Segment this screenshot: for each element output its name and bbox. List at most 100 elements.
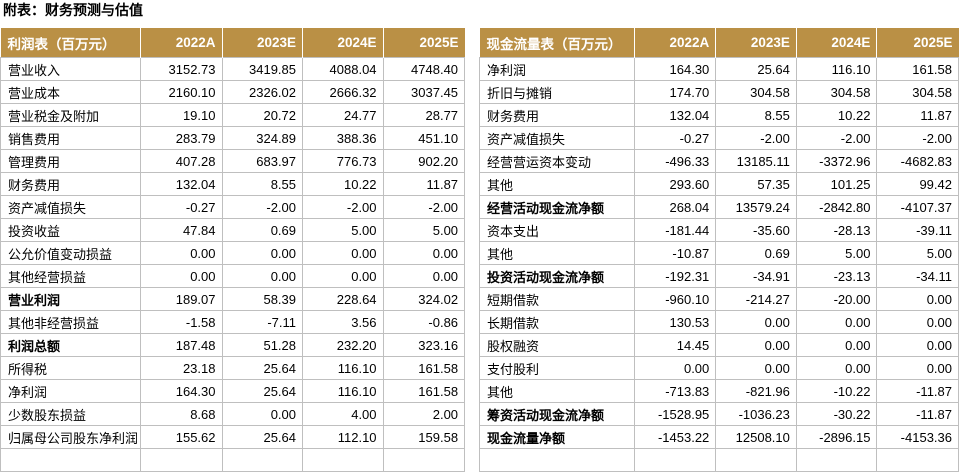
row-label: 筹资活动现金流净额 (479, 402, 635, 426)
cell-value: -20.00 (795, 287, 878, 311)
cell-value: -2.00 (876, 126, 959, 150)
table-row: 投资活动现金流净额 -192.31 -34.91 -23.13 -34.11 (479, 264, 959, 288)
empty-cell (302, 448, 384, 472)
cell-value: 5.00 (382, 218, 466, 242)
cell-value: -4682.83 (876, 149, 959, 173)
cell-value: -181.44 (633, 218, 717, 242)
cell-value: 683.97 (221, 149, 304, 173)
cell-value: -0.27 (140, 195, 223, 219)
cashflow-statement-table: 现金流量表（百万元） 2022A 2023E 2024E 2025E 净利润 164.30… (479, 28, 959, 472)
cell-value: 232.20 (302, 333, 384, 357)
table-row: 长期借款 130.53 0.00 0.00 0.00 (479, 310, 959, 334)
empty-cell (221, 448, 304, 472)
cell-value: 116.10 (795, 57, 878, 81)
table-row: 经营营运资本变动 -496.33 13185.11 -3372.96 -4682.83 (479, 149, 959, 173)
cell-value: 2160.10 (140, 80, 223, 104)
cell-value: 0.00 (795, 310, 878, 334)
cell-value: -4107.37 (876, 195, 959, 219)
cell-value: 116.10 (302, 379, 384, 403)
row-label: 少数股东损益 (0, 402, 142, 426)
year-column-header: 2022A (140, 28, 222, 58)
cell-value: 25.64 (221, 379, 304, 403)
row-label: 营业利润 (0, 287, 142, 311)
cell-value: 388.36 (302, 126, 384, 150)
cell-value: 57.35 (715, 172, 797, 196)
year-column-header: 2022A (633, 28, 716, 58)
table-row: 所得税 23.18 25.64 116.10 161.58 (0, 356, 466, 380)
table-row: 其他非经营损益 -1.58 -7.11 3.56 -0.86 (0, 310, 466, 334)
table-row: 投资收益 47.84 0.69 5.00 5.00 (0, 218, 466, 242)
table-row: 公允价值变动损益 0.00 0.00 0.00 0.00 (0, 241, 466, 265)
cell-value: 304.58 (715, 80, 797, 104)
cell-value: -2.00 (221, 195, 304, 219)
table-row: 其他经营损益 0.00 0.00 0.00 0.00 (0, 264, 466, 288)
tables-container: 利润表（百万元） 2022A 2023E 2024E 2025E 营业收入 3152.73… (0, 28, 959, 472)
cell-value: 164.30 (633, 57, 717, 81)
cell-value: 0.00 (876, 333, 959, 357)
cell-value: 0.00 (795, 333, 878, 357)
table-row: 营业利润 189.07 58.39 228.64 324.02 (0, 287, 466, 311)
row-label: 资本支出 (479, 218, 635, 242)
cell-value: -0.27 (633, 126, 717, 150)
cell-value: 13185.11 (715, 149, 797, 173)
cell-value: -821.96 (715, 379, 797, 403)
row-label: 营业税金及附加 (0, 103, 142, 127)
cell-value: 3037.45 (382, 80, 466, 104)
table-row: 管理费用 407.28 683.97 776.73 902.20 (0, 149, 466, 173)
cell-value: 0.00 (715, 310, 797, 334)
cashflow-statement-body: 净利润 164.30 25.64 116.10 161.58 折旧与摊销 174.70 304… (479, 57, 959, 472)
row-label: 其他经营损益 (0, 264, 142, 288)
income-statement-header: 利润表（百万元） 2022A 2023E 2024E 2025E (0, 28, 465, 58)
table-row: 资本支出 -181.44 -35.60 -28.13 -39.11 (479, 218, 959, 242)
cell-value: 24.77 (302, 103, 384, 127)
cell-value: -2.00 (715, 126, 797, 150)
cell-value: 0.69 (715, 241, 797, 265)
table-row: 净利润 164.30 25.64 116.10 161.58 (0, 379, 466, 403)
cell-value: 268.04 (633, 195, 717, 219)
row-label: 股权融资 (479, 333, 635, 357)
cell-value: 0.00 (795, 356, 878, 380)
cell-value: -10.22 (795, 379, 878, 403)
cell-value: 19.10 (140, 103, 223, 127)
cell-value: 3152.73 (140, 57, 223, 81)
table-row: 销售费用 283.79 324.89 388.36 451.10 (0, 126, 466, 150)
empty-row (479, 448, 959, 472)
row-label: 投资活动现金流净额 (479, 264, 635, 288)
cell-value: -28.13 (795, 218, 878, 242)
row-label: 其他 (479, 172, 635, 196)
cell-value: 0.00 (633, 356, 717, 380)
cell-value: 132.04 (633, 103, 717, 127)
year-column-header: 2024E (795, 28, 877, 58)
row-label: 经营营运资本变动 (479, 149, 635, 173)
year-column-header: 2023E (221, 28, 303, 58)
cell-value: 0.00 (140, 241, 223, 265)
table-row: 其他 293.60 57.35 101.25 99.42 (479, 172, 959, 196)
cell-value: 164.30 (140, 379, 223, 403)
cell-value: 0.00 (876, 287, 959, 311)
cell-value: 51.28 (221, 333, 304, 357)
cell-value: 3.56 (302, 310, 384, 334)
table-row: 折旧与摊销 174.70 304.58 304.58 304.58 (479, 80, 959, 104)
row-label: 销售费用 (0, 126, 142, 150)
row-label: 其他 (479, 379, 635, 403)
cell-value: 2326.02 (221, 80, 304, 104)
row-label: 公允价值变动损益 (0, 241, 142, 265)
table-row: 净利润 164.30 25.64 116.10 161.58 (479, 57, 959, 81)
cell-value: 304.58 (876, 80, 959, 104)
row-label: 长期借款 (479, 310, 635, 334)
cell-value: 0.00 (715, 356, 797, 380)
cell-value: 25.64 (221, 425, 304, 449)
row-label: 现金流量净额 (479, 425, 635, 449)
cell-value: -2896.15 (795, 425, 878, 449)
cell-value: 132.04 (140, 172, 223, 196)
empty-cell (633, 448, 717, 472)
table-title-cell: 利润表（百万元） (0, 28, 141, 58)
cell-value: 776.73 (302, 149, 384, 173)
cell-value: 324.02 (382, 287, 466, 311)
page-title: 附表：财务预测与估值 (3, 4, 143, 19)
cell-value: 8.55 (715, 103, 797, 127)
cell-value: -4153.36 (876, 425, 959, 449)
table-row: 营业收入 3152.73 3419.85 4088.04 4748.40 (0, 57, 466, 81)
table-row: 归属母公司股东净利润 155.62 25.64 112.10 159.58 (0, 425, 466, 449)
row-label: 短期借款 (479, 287, 635, 311)
